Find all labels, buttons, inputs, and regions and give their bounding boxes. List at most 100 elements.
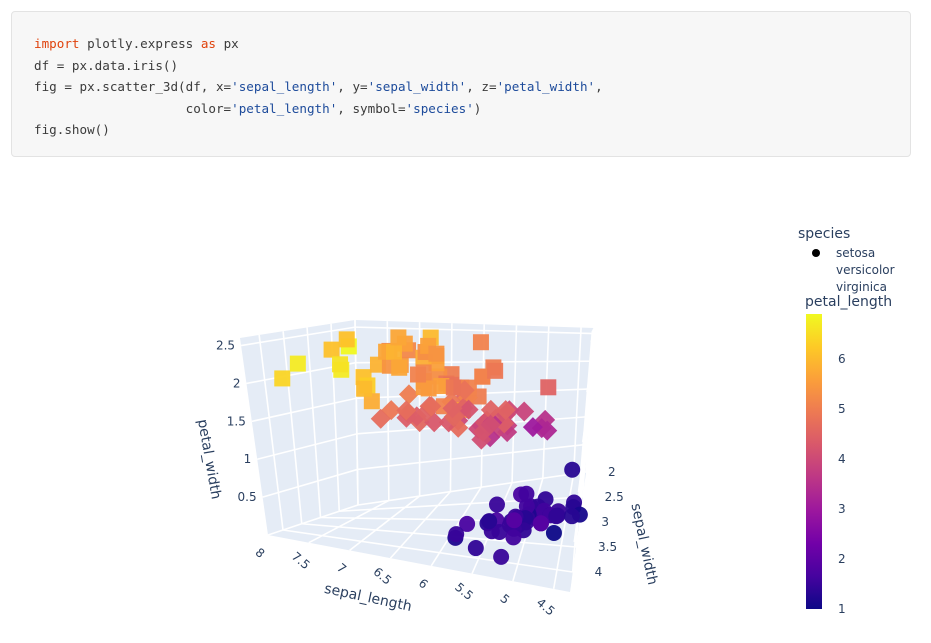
code-token: df = px.data.iris() <box>34 57 179 73</box>
code-string: 'petal_length' <box>231 100 338 116</box>
colorbar-tick-label: 4 <box>838 452 846 466</box>
marker-versicolor <box>396 400 417 421</box>
code-string: 'species' <box>405 100 474 116</box>
grid-line <box>586 361 593 393</box>
colorbar-tick-label: 5 <box>838 402 846 416</box>
z-tick-label: 2.5 <box>216 339 235 353</box>
grid-line <box>357 471 587 506</box>
marker-setosa <box>518 498 535 515</box>
code-string: 'sepal_width' <box>367 79 467 94</box>
marker-versicolor <box>454 380 475 401</box>
code-keyword: as <box>200 36 216 51</box>
x-axis-title: sepal_length <box>323 581 413 615</box>
marker-versicolor <box>480 399 501 420</box>
x-tick-label: 5 <box>497 591 512 607</box>
marker-setosa <box>459 515 476 532</box>
z-tick-label: 2 <box>233 376 241 390</box>
y-tick-label: 3 <box>601 515 609 529</box>
marker-versicolor <box>480 414 501 435</box>
code-line: import plotly.express as px <box>34 33 603 55</box>
colorbar-tick-label: 3 <box>838 502 846 516</box>
legend-label: virginica <box>836 280 887 294</box>
x-tick-label: 5.5 <box>452 580 476 603</box>
marker-virginica <box>472 334 489 351</box>
marker-setosa <box>493 548 510 565</box>
y-tick-label: 4 <box>595 565 603 579</box>
z-tick-label: 0.5 <box>238 490 257 504</box>
code-keyword: import <box>34 36 80 51</box>
z-axis-title: petal_width <box>194 418 224 501</box>
marker-setosa <box>467 540 484 557</box>
code-token: fig = px.scatter_3d(df, x= <box>34 79 232 94</box>
marker-setosa <box>491 523 508 540</box>
colorbar: petal_length 1 2 3 4 5 6 <box>805 294 892 616</box>
marker-versicolor <box>537 420 558 441</box>
y-tick-label: 2.5 <box>605 490 624 504</box>
left-wall <box>240 320 358 535</box>
marker-setosa <box>545 524 562 541</box>
marker-versicolor <box>495 400 516 421</box>
marker-virginica <box>420 380 437 397</box>
marker-setosa <box>488 496 505 513</box>
marker-versicolor <box>514 401 535 422</box>
grid-line <box>542 326 550 479</box>
grid-line <box>577 416 590 493</box>
grid-line <box>572 327 582 474</box>
legend[interactable]: species setosa versicolor virginica <box>798 226 895 294</box>
grid-line <box>282 529 573 573</box>
code-token: fig.show() <box>34 122 110 137</box>
legend-label: versicolor <box>836 263 895 277</box>
marker-setosa <box>505 529 522 546</box>
marker-setosa <box>481 513 498 530</box>
code-token: px <box>216 36 239 51</box>
x-tick-label: 6 <box>416 576 431 592</box>
legend-item-versicolor[interactable]: versicolor <box>836 263 895 277</box>
colorbar-ramp <box>806 314 822 609</box>
marker-virginica <box>289 355 306 372</box>
grid-line <box>306 327 322 518</box>
marker-setosa <box>506 512 523 529</box>
grid-line <box>573 444 589 543</box>
marker-setosa <box>532 515 549 532</box>
marker-setosa <box>564 461 581 478</box>
y-axis-title: sepal_width <box>627 502 660 586</box>
z-tick-label: 1.5 <box>227 414 246 428</box>
grid-line <box>262 468 358 498</box>
legend-item-setosa[interactable]: setosa <box>812 246 875 260</box>
marker-setosa <box>548 508 565 525</box>
legend-title: species <box>798 226 850 242</box>
code-line: df = px.data.iris() <box>34 55 603 77</box>
grid-line <box>581 388 592 443</box>
marker-virginica <box>410 366 427 383</box>
marker-virginica <box>474 368 491 385</box>
grid-line <box>240 326 356 347</box>
z-tick-label: 1 <box>244 452 252 466</box>
code-token: , symbol= <box>337 100 406 116</box>
code-text: import plotly.express as px df = px.data.… <box>34 33 603 141</box>
legend-label: setosa <box>836 246 875 260</box>
grid-line <box>251 397 357 423</box>
colorbar-tick-label: 2 <box>838 552 846 566</box>
legend-item-virginica[interactable]: virginica <box>836 280 887 294</box>
code-line: fig = px.scatter_3d(df, x='sepal_length'… <box>34 76 603 98</box>
marker-versicolor <box>398 384 419 405</box>
marker-setosa <box>448 526 465 543</box>
colorbar-title: petal_length <box>805 294 892 310</box>
marker-virginica <box>323 341 340 358</box>
y-tick-label: 2 <box>608 465 616 479</box>
grid-line <box>480 324 485 488</box>
colorbar-tick-label: 6 <box>838 352 846 366</box>
grid-line <box>282 331 303 524</box>
code-line: color='petal_length', symbol='species') <box>34 98 603 120</box>
marker-versicolor <box>421 396 442 417</box>
marker-virginica <box>433 378 450 395</box>
code-string: 'sepal_length' <box>231 79 338 94</box>
marker-setosa <box>563 508 580 525</box>
marker-virginica <box>338 331 355 348</box>
marker-versicolor <box>370 408 391 429</box>
marker-virginica <box>540 379 557 396</box>
x-tick-label: 7 <box>334 561 349 577</box>
marker-virginica <box>274 370 291 387</box>
marker-versicolor <box>442 398 463 419</box>
